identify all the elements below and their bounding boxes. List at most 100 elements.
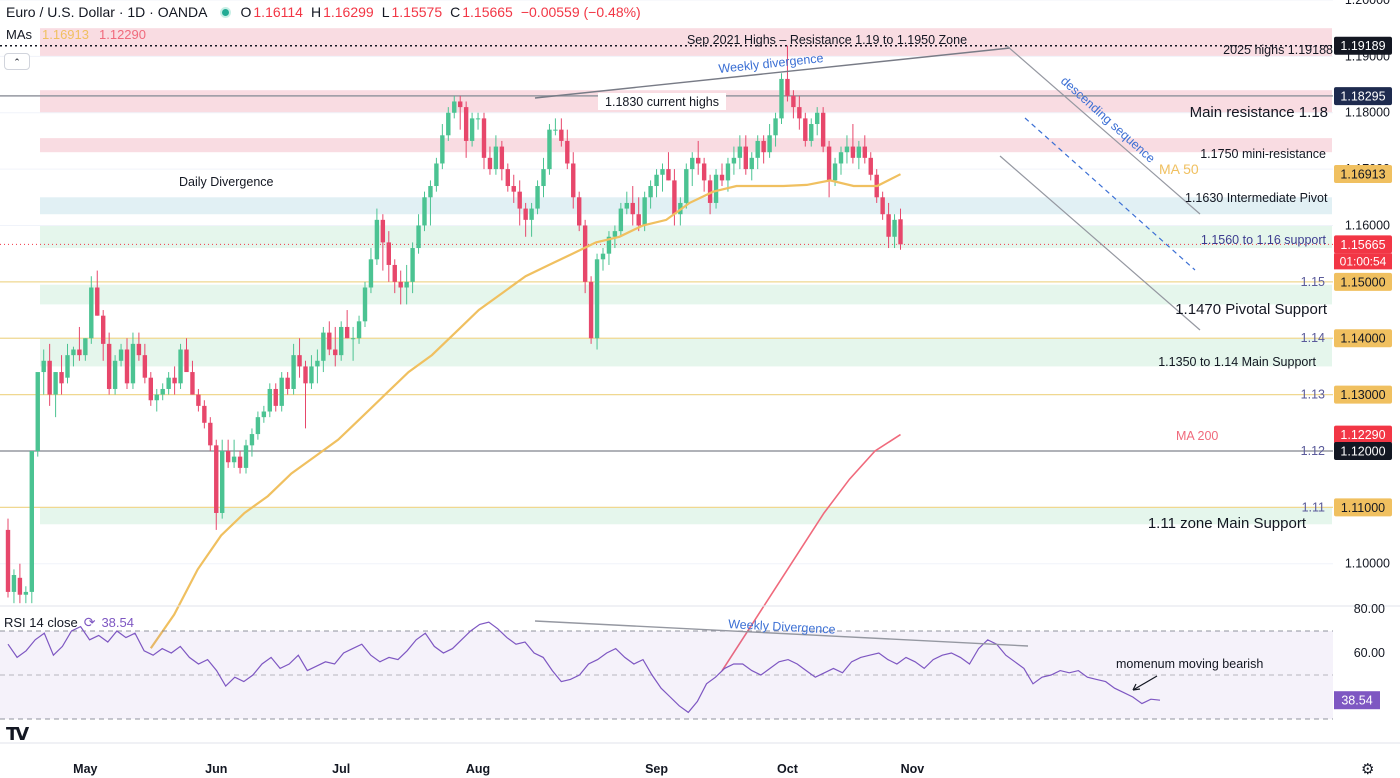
candle (106, 332, 112, 395)
collapse-legend-button[interactable]: ⌃ (4, 53, 30, 70)
time-axis-tick: Nov (901, 762, 925, 776)
price-axis-tick: 1.20000 (1345, 0, 1390, 7)
candle-body (773, 118, 778, 136)
rsi-axis-tick: 80.00 (1354, 602, 1385, 616)
candle (196, 388, 201, 412)
candle-body (112, 360, 118, 389)
price-axis-tick: 1.18000 (1345, 106, 1390, 120)
candle-body (880, 197, 885, 215)
annotation-rsi-weekly-divergence: Weekly Divergence (728, 617, 836, 637)
candle-body (832, 163, 838, 181)
candle-body (654, 174, 659, 187)
annotation-ma200: MA 200 (1176, 429, 1218, 443)
zone-label-main-resistance: Main resistance 1.18 (1190, 104, 1328, 121)
candle (696, 140, 701, 175)
ma-legend[interactable]: MAs 1.16913 1.12290 (6, 27, 146, 42)
candle-body (630, 202, 635, 215)
candle-body (517, 191, 522, 209)
ohlc-close-label: C (450, 4, 461, 20)
candle (458, 95, 463, 130)
candle (868, 152, 873, 181)
rsi-axis (1333, 607, 1400, 743)
candle (452, 95, 457, 119)
candle-body (434, 163, 439, 187)
candle-body (220, 450, 225, 513)
candle-body (77, 349, 82, 356)
candle-body (553, 129, 558, 131)
zone-support-7 (40, 507, 1332, 525)
candle-body (725, 163, 731, 181)
candle-body (731, 157, 737, 164)
candle (130, 332, 136, 389)
candle-body (362, 287, 368, 322)
ohlc-high-label: H (310, 4, 322, 20)
refresh-icon[interactable]: ⟳ (83, 614, 96, 630)
candle-body (154, 394, 159, 401)
candle (202, 400, 207, 429)
zone-support-6 (40, 338, 1332, 367)
candle (660, 163, 665, 192)
ohlc-open-value: 1.16114 (253, 4, 303, 20)
candle (755, 135, 760, 170)
market-status-icon (219, 6, 231, 18)
candle (178, 343, 183, 389)
candle (142, 343, 148, 384)
candle (184, 338, 189, 373)
rsi-line (7, 621, 1161, 714)
momentum-arrowhead-icon (1132, 683, 1141, 691)
time-axis-tick: Aug (466, 762, 490, 776)
candle (214, 439, 219, 530)
candle-body (886, 214, 891, 237)
ohlc-low-label: L (381, 4, 390, 20)
candle-body (696, 157, 701, 164)
candle-body (487, 157, 493, 170)
candle (249, 428, 255, 457)
candle-body (600, 253, 606, 260)
gear-icon[interactable]: ⚙ (1361, 761, 1375, 778)
descending-sequence-line (1024, 117, 1196, 271)
candle-body (303, 366, 308, 384)
candle-body (47, 360, 52, 395)
candle (820, 107, 826, 153)
candle (761, 135, 766, 164)
candle (553, 118, 558, 136)
price-tag: 1.15665 (1340, 238, 1385, 252)
candle-body (684, 169, 689, 203)
candle-body (559, 129, 564, 141)
candle (701, 157, 707, 192)
zone-resistance-0 (40, 28, 1332, 57)
candle-body (452, 101, 457, 113)
tradingview-logo[interactable]: TV (6, 724, 29, 745)
candle (475, 112, 481, 130)
candle-body (440, 135, 445, 164)
price-tag: 1.12000 (1340, 444, 1385, 458)
candle (124, 338, 130, 389)
price-tag-bg (1334, 235, 1392, 254)
candle-body (672, 180, 677, 215)
candle-body (797, 107, 802, 119)
candle (767, 124, 772, 158)
zone-label-mini-resistance: 1.1750 mini-resistance (1200, 147, 1326, 161)
candle-body (404, 281, 409, 288)
candle-body (380, 219, 386, 243)
symbol-title[interactable]: Euro / U.S. Dollar · 1D · OANDA (6, 4, 208, 20)
candle (225, 439, 231, 468)
rsi-divergence-line (534, 620, 1029, 647)
candle-body (374, 219, 380, 260)
candle-body (648, 186, 653, 198)
price-tag-bg (1334, 498, 1392, 517)
price-tag: 1.19189 (1340, 39, 1385, 53)
rsi-legend[interactable]: RSI 14 close ⟳ 38.54 (4, 614, 134, 631)
candle (285, 372, 290, 395)
candle-body (529, 208, 534, 220)
annotation-momentum: momenum moving bearish (1116, 657, 1263, 671)
candle-body (255, 417, 261, 435)
price-tag: 1.16913 (1340, 168, 1385, 182)
price-tag-bg (1334, 87, 1392, 106)
candle-body (850, 146, 856, 158)
candle (511, 174, 516, 203)
candle (630, 186, 635, 226)
candle-body (184, 349, 189, 373)
candle (803, 112, 808, 147)
